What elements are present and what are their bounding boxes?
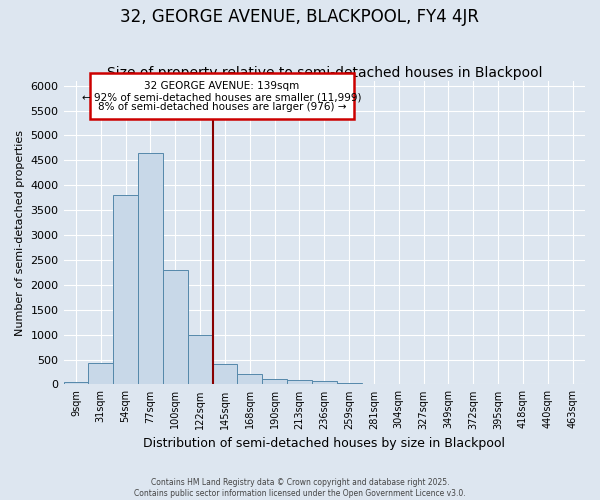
Y-axis label: Number of semi-detached properties: Number of semi-detached properties [15, 130, 25, 336]
Text: 32 GEORGE AVENUE: 139sqm: 32 GEORGE AVENUE: 139sqm [144, 81, 299, 91]
Title: Size of property relative to semi-detached houses in Blackpool: Size of property relative to semi-detach… [107, 66, 542, 80]
Text: Contains HM Land Registry data © Crown copyright and database right 2025.
Contai: Contains HM Land Registry data © Crown c… [134, 478, 466, 498]
Bar [238, 374, 262, 384]
Bar [212, 364, 238, 384]
Bar [312, 381, 337, 384]
Bar [337, 383, 362, 384]
Text: ← 92% of semi-detached houses are smaller (11,999): ← 92% of semi-detached houses are smalle… [82, 92, 362, 102]
Text: 8% of semi-detached houses are larger (976) →: 8% of semi-detached houses are larger (9… [98, 102, 346, 112]
X-axis label: Distribution of semi-detached houses by size in Blackpool: Distribution of semi-detached houses by … [143, 437, 505, 450]
Bar [89, 73, 354, 119]
Bar [262, 379, 287, 384]
Bar [163, 270, 188, 384]
Bar [64, 382, 88, 384]
Bar [138, 153, 163, 384]
Bar [113, 195, 138, 384]
Text: 32, GEORGE AVENUE, BLACKPOOL, FY4 4JR: 32, GEORGE AVENUE, BLACKPOOL, FY4 4JR [121, 8, 479, 26]
Bar [88, 363, 113, 384]
Bar [188, 334, 212, 384]
Bar [287, 380, 312, 384]
